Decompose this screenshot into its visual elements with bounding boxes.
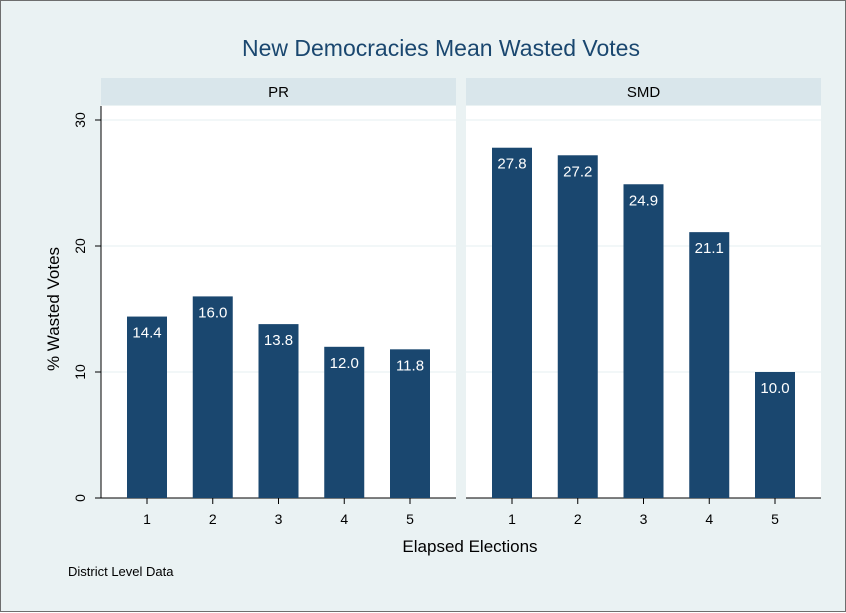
y-tick-label: 20 <box>72 238 88 254</box>
bar-value-label: 27.2 <box>563 163 592 180</box>
chart-note: District Level Data <box>68 564 174 579</box>
bar <box>755 372 795 498</box>
bar <box>623 184 664 498</box>
bar <box>192 296 233 498</box>
x-tick-label: 4 <box>705 511 713 527</box>
x-tick-label: 1 <box>508 511 516 527</box>
bar-value-label: 13.8 <box>264 332 293 349</box>
bar-value-label: 21.1 <box>695 240 724 257</box>
bar <box>258 324 299 498</box>
bar <box>689 232 730 498</box>
y-tick-label: 10 <box>72 364 88 380</box>
x-tick-label: 2 <box>209 511 217 527</box>
x-tick-label: 3 <box>640 511 648 527</box>
x-tick-label: 1 <box>143 511 151 527</box>
x-tick-label: 5 <box>771 511 779 527</box>
bar <box>557 155 598 498</box>
y-tick-label: 0 <box>72 494 88 502</box>
bar-value-label: 11.8 <box>396 357 424 374</box>
x-tick-label: 3 <box>275 511 283 527</box>
bar-value-label: 24.9 <box>629 192 658 209</box>
x-axis-title: Elapsed Elections <box>402 537 537 556</box>
y-tick-label: 30 <box>72 112 88 128</box>
bar <box>492 147 532 498</box>
bar <box>390 349 430 498</box>
panel-strip <box>101 78 456 105</box>
chart-title: New Democracies Mean Wasted Votes <box>242 35 640 61</box>
bar-value-label: 10.0 <box>760 380 789 397</box>
bar <box>127 316 167 498</box>
panel-strip-label: SMD <box>627 84 661 101</box>
x-tick-label: 5 <box>406 511 414 527</box>
y-axis-title: % Wasted Votes <box>44 247 63 371</box>
bar-value-label: 27.8 <box>497 156 526 173</box>
x-tick-label: 4 <box>340 511 348 527</box>
chart-panel: PR 14.4 1 16.0 2 13.8 3 12.0 4 11.8 5 <box>100 78 456 527</box>
chart-panels: PR 14.4 1 16.0 2 13.8 3 12.0 4 11.8 5 SMD 27.8 1 27.2 2… <box>95 78 821 527</box>
panel-strip <box>466 78 821 105</box>
x-tick-label: 2 <box>574 511 582 527</box>
chart-panel: SMD 27.8 1 27.2 2 24.9 3 21.1 4 10.0 5 <box>466 78 821 527</box>
bar-value-label: 14.4 <box>132 325 161 342</box>
bar-value-label: 16.0 <box>198 304 227 321</box>
bar-value-label: 12.0 <box>330 355 359 372</box>
panel-strip-label: PR <box>268 84 289 101</box>
bar <box>324 346 365 498</box>
